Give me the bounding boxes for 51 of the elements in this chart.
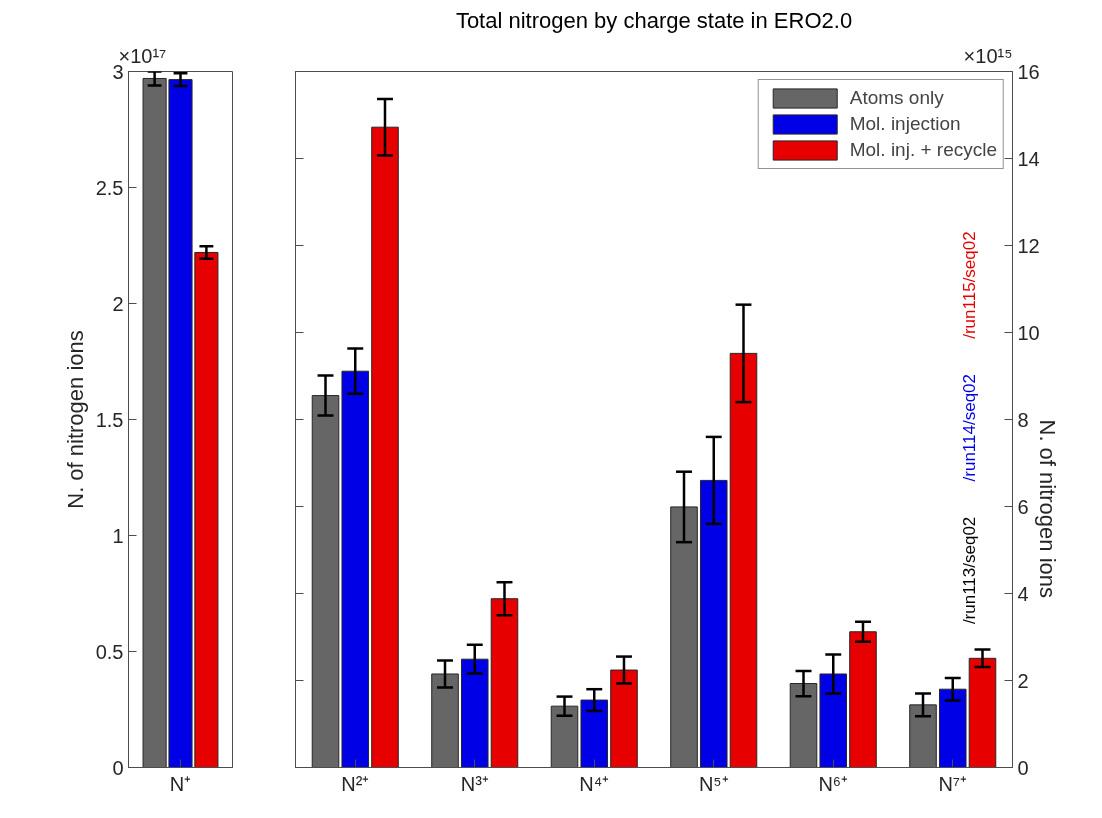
x-tick-label: N³⁺ <box>460 772 489 795</box>
bar <box>968 657 997 768</box>
bar <box>909 704 937 768</box>
bar <box>670 506 698 768</box>
x-tick-label: N⁶⁺ <box>818 772 849 795</box>
bar <box>580 699 609 768</box>
x-tick-label: N⁴⁺ <box>579 772 610 795</box>
y-tick-label: 0 <box>112 756 124 779</box>
y-tick-label: 1 <box>112 524 124 547</box>
y2-tick-label: 14 <box>1017 147 1040 170</box>
bar <box>550 705 579 768</box>
x-tick-label: N⁺ <box>169 772 192 795</box>
x-tick-label: N⁷⁺ <box>938 772 968 795</box>
y-tick-label: 2 <box>112 292 124 315</box>
y2-tick-label: 2 <box>1017 669 1029 692</box>
annotation: /run113/seq02 <box>959 516 979 625</box>
bar <box>311 395 340 768</box>
bar <box>789 683 818 768</box>
legend-label: Mol. inj. + recycle <box>849 139 997 161</box>
bar <box>729 352 758 768</box>
bar <box>699 479 728 768</box>
bar <box>460 658 489 768</box>
y-axis-title: N. of nitrogen ions <box>62 330 88 509</box>
y2-tick-label: 10 <box>1017 321 1040 344</box>
y2-tick-label: 12 <box>1017 234 1040 257</box>
chart-title: Total nitrogen by charge state in ERO2.0 <box>455 7 853 33</box>
bar <box>819 673 848 768</box>
annotation: /run115/seq02 <box>959 231 979 339</box>
annotation: /run114/seq02 <box>959 374 979 482</box>
bar <box>371 126 399 768</box>
y-tick-label: 1.5 <box>95 408 124 431</box>
y2-axis-title: N. of nitrogen ions <box>1035 419 1061 599</box>
bar <box>938 688 967 768</box>
bar <box>610 669 638 768</box>
y2-tick-label: 4 <box>1017 582 1029 605</box>
y-tick-label: 2.5 <box>95 176 124 199</box>
bar <box>490 598 519 768</box>
y2-tick-label: 6 <box>1017 495 1029 518</box>
y2-tick-label: 16 <box>1017 60 1040 83</box>
x-tick-label: N⁵⁺ <box>698 772 729 795</box>
bar <box>849 631 877 768</box>
y-tick-label: 0.5 <box>95 640 124 663</box>
bar <box>341 370 370 768</box>
text: ×10¹⁵ <box>963 44 1013 67</box>
bar <box>431 673 459 768</box>
y2-tick-label: 8 <box>1017 408 1029 431</box>
y2-tick-label: 0 <box>1017 756 1029 779</box>
legend-label: Mol. injection <box>849 113 961 135</box>
y-tick-label: 3 <box>112 60 124 83</box>
legend-label: Atoms only <box>849 87 944 109</box>
x-tick-label: N²⁺ <box>341 772 370 795</box>
